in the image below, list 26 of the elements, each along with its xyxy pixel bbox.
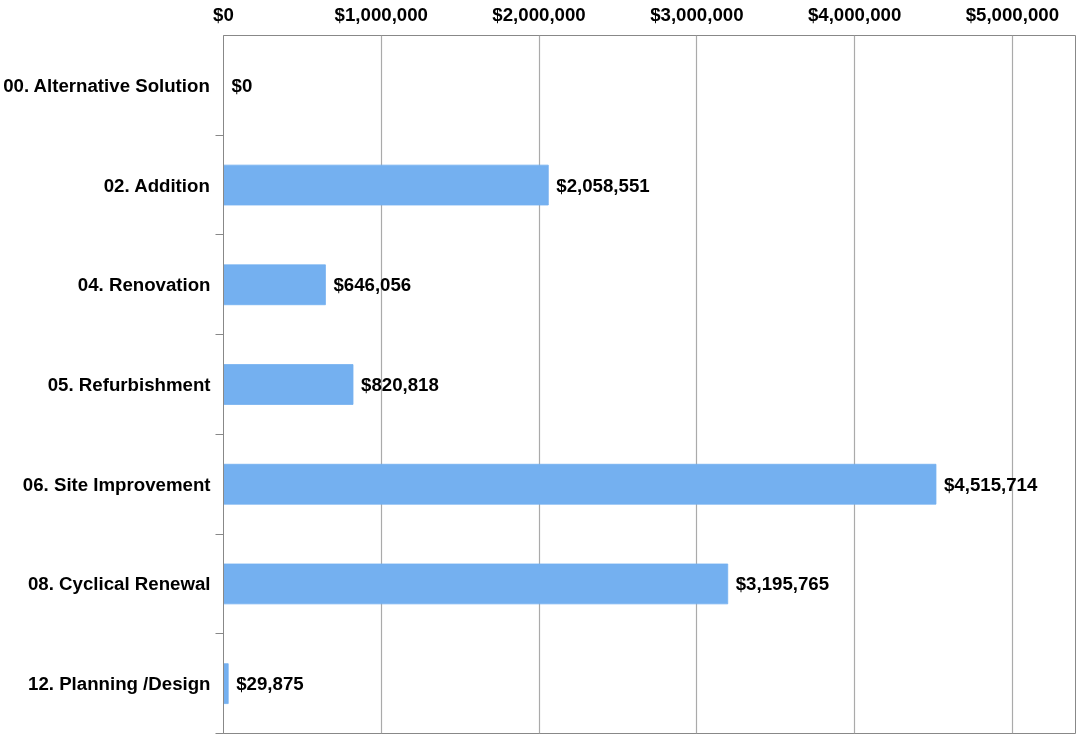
y-tick-label: 02. Addition bbox=[103, 174, 210, 196]
x-tick-label: $2,000,000 bbox=[492, 3, 586, 25]
bar bbox=[223, 463, 937, 505]
y-tick-label: 12. Planning /Design bbox=[28, 673, 211, 695]
data-label: $29,875 bbox=[236, 673, 304, 695]
y-tick-label: 08. Cyclical Renewal bbox=[27, 573, 211, 595]
x-tick-label: $3,000,000 bbox=[650, 3, 744, 25]
y-tick-label: 04. Renovation bbox=[77, 274, 211, 296]
bar bbox=[223, 264, 326, 306]
bar bbox=[223, 364, 354, 405]
bar bbox=[223, 663, 229, 704]
y-tick-label: 06. Site Improvement bbox=[22, 473, 211, 495]
data-label: $0 bbox=[231, 74, 253, 96]
x-tick-label: $5,000,000 bbox=[965, 3, 1060, 25]
y-tick-label: 05. Refurbishment bbox=[47, 374, 211, 395]
data-label: $4,515,714 bbox=[943, 473, 1038, 495]
bar bbox=[223, 563, 729, 605]
bar bbox=[223, 164, 549, 206]
data-label: $2,058,551 bbox=[556, 174, 650, 196]
x-tick-label: $0 bbox=[213, 3, 234, 25]
data-label: $820,818 bbox=[361, 374, 439, 395]
data-label: $646,056 bbox=[333, 274, 412, 296]
x-tick-label: $1,000,000 bbox=[334, 3, 428, 25]
x-tick-label: $4,000,000 bbox=[807, 3, 902, 25]
data-label: $3,195,765 bbox=[735, 573, 830, 595]
y-tick-label: 00. Alternative Solution bbox=[3, 74, 210, 96]
